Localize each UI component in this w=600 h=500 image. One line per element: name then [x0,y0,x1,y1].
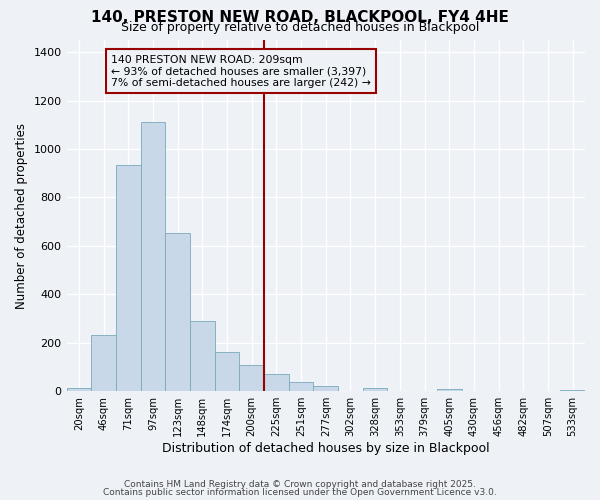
Bar [289,382,313,391]
Bar [363,388,388,391]
Bar [190,321,215,391]
Bar [264,374,289,391]
Text: Contains HM Land Registry data © Crown copyright and database right 2025.: Contains HM Land Registry data © Crown c… [124,480,476,489]
Text: Size of property relative to detached houses in Blackpool: Size of property relative to detached ho… [121,21,479,34]
Bar [165,232,190,391]
Bar [239,364,264,391]
Bar [67,388,91,391]
X-axis label: Distribution of detached houses by size in Blackpool: Distribution of detached houses by size … [162,442,490,455]
Bar [140,122,165,391]
Text: 140, PRESTON NEW ROAD, BLACKPOOL, FY4 4HE: 140, PRESTON NEW ROAD, BLACKPOOL, FY4 4H… [91,10,509,25]
Text: Contains public sector information licensed under the Open Government Licence v3: Contains public sector information licen… [103,488,497,497]
Bar [437,389,461,391]
Bar [91,336,116,391]
Bar [313,386,338,391]
Bar [560,390,585,391]
Text: 140 PRESTON NEW ROAD: 209sqm
← 93% of detached houses are smaller (3,397)
7% of : 140 PRESTON NEW ROAD: 209sqm ← 93% of de… [111,54,371,88]
Y-axis label: Number of detached properties: Number of detached properties [15,122,28,308]
Bar [116,164,140,391]
Bar [215,352,239,391]
